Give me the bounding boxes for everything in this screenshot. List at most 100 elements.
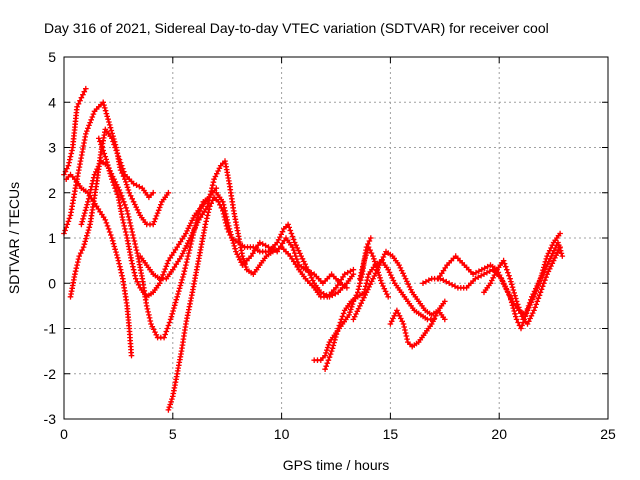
data-point	[197, 208, 203, 214]
data-point	[129, 196, 135, 202]
data-point	[130, 180, 137, 187]
data-point	[88, 183, 95, 190]
data-point	[103, 220, 110, 226]
data-point	[75, 101, 82, 107]
data-point	[223, 214, 230, 220]
data-point	[116, 260, 122, 267]
data-point	[518, 310, 524, 317]
data-point	[542, 277, 548, 283]
data-point	[537, 275, 544, 282]
data-point	[449, 282, 455, 288]
y-tick-label: -1	[44, 321, 57, 337]
data-point	[350, 266, 357, 273]
data-point	[355, 286, 362, 293]
data-point	[115, 153, 122, 160]
data-point	[183, 259, 190, 265]
data-point	[120, 217, 126, 223]
data-point	[335, 325, 341, 332]
data-point	[208, 188, 214, 194]
data-point	[508, 299, 515, 306]
data-point	[518, 325, 524, 332]
data-point	[86, 193, 93, 199]
data-point	[207, 194, 213, 201]
data-point	[108, 232, 114, 238]
data-point	[557, 230, 563, 237]
data-point	[168, 313, 175, 320]
data-point	[327, 351, 334, 357]
data-point	[331, 339, 337, 346]
data-point	[96, 135, 102, 142]
data-point	[541, 261, 548, 268]
data-point	[90, 174, 97, 181]
data-point	[106, 119, 112, 125]
data-point	[111, 243, 118, 250]
x-tick-label: 15	[383, 426, 399, 442]
data-point	[370, 253, 376, 259]
data-point	[442, 298, 448, 305]
data-point	[239, 253, 246, 259]
data-point	[535, 295, 542, 302]
data-point	[513, 295, 519, 302]
data-point	[74, 262, 80, 268]
data-point	[128, 257, 135, 264]
data-point	[89, 180, 96, 187]
data-point	[515, 319, 521, 326]
data-point	[420, 280, 426, 286]
chart-title: Day 316 of 2021, Sidereal Day-to-day VTE…	[44, 20, 549, 36]
data-point	[205, 200, 212, 207]
data-point	[117, 263, 123, 270]
x-axis-label: GPS time / hours	[283, 457, 390, 473]
data-point	[98, 141, 104, 148]
data-point	[357, 275, 363, 282]
data-point	[105, 116, 111, 122]
data-point	[325, 342, 332, 348]
data-point	[75, 256, 82, 262]
data-point	[102, 105, 108, 111]
data-point	[121, 168, 127, 175]
data-point	[146, 312, 152, 318]
data-point	[365, 244, 372, 250]
data-point	[257, 239, 263, 246]
data-point	[323, 350, 329, 356]
y-tick-label: 4	[48, 94, 56, 110]
data-point	[132, 272, 138, 279]
data-point	[228, 231, 234, 238]
data-point	[452, 283, 458, 290]
data-point	[88, 186, 94, 193]
data-point	[534, 285, 541, 291]
data-point	[97, 138, 103, 145]
data-point	[124, 208, 130, 214]
data-point	[330, 342, 337, 349]
data-point	[117, 189, 124, 196]
data-point	[358, 269, 365, 276]
data-point	[184, 228, 190, 234]
data-point	[168, 399, 174, 405]
data-point	[332, 291, 339, 297]
data-point	[186, 247, 193, 253]
data-point	[288, 230, 295, 237]
data-point	[114, 150, 121, 157]
data-point	[133, 247, 140, 253]
y-tick-label: 0	[48, 275, 56, 291]
data-point	[102, 153, 109, 160]
data-point	[446, 280, 452, 286]
data-point	[184, 256, 191, 262]
data-point	[326, 354, 333, 360]
data-point	[204, 212, 211, 219]
data-point	[123, 205, 129, 211]
data-point	[81, 210, 88, 216]
data-point	[118, 269, 125, 276]
data-point	[84, 230, 91, 236]
data-point	[508, 281, 515, 288]
data-point	[85, 196, 92, 202]
data-point	[542, 259, 549, 265]
data-point	[110, 138, 116, 145]
data-point	[65, 218, 72, 225]
data-point	[507, 294, 513, 300]
data-point	[110, 240, 117, 247]
data-point	[324, 344, 331, 351]
data-point	[187, 244, 193, 250]
data-point	[134, 278, 141, 285]
data-point	[125, 211, 131, 217]
data-point	[374, 266, 381, 273]
